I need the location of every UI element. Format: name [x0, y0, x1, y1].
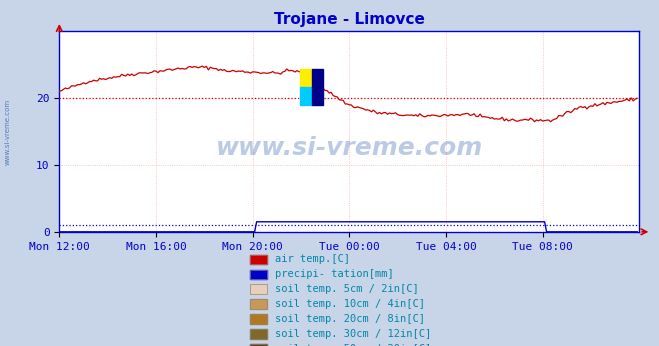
Text: precipi- tation[mm]: precipi- tation[mm] — [275, 270, 393, 279]
Text: soil temp. 5cm / 2in[C]: soil temp. 5cm / 2in[C] — [275, 284, 418, 294]
Text: soil temp. 20cm / 8in[C]: soil temp. 20cm / 8in[C] — [275, 314, 425, 324]
Text: soil temp. 30cm / 12in[C]: soil temp. 30cm / 12in[C] — [275, 329, 431, 339]
Text: soil temp. 50cm / 20in[C]: soil temp. 50cm / 20in[C] — [275, 344, 431, 346]
Text: www.si-vreme.com: www.si-vreme.com — [5, 98, 11, 165]
Text: www.si-vreme.com: www.si-vreme.com — [215, 136, 483, 160]
Bar — [312, 87, 323, 106]
Title: Trojane - Limovce: Trojane - Limovce — [274, 12, 424, 27]
Bar — [300, 69, 312, 87]
Bar — [300, 87, 312, 106]
Text: soil temp. 10cm / 4in[C]: soil temp. 10cm / 4in[C] — [275, 299, 425, 309]
Bar — [312, 69, 323, 87]
Text: air temp.[C]: air temp.[C] — [275, 255, 350, 264]
